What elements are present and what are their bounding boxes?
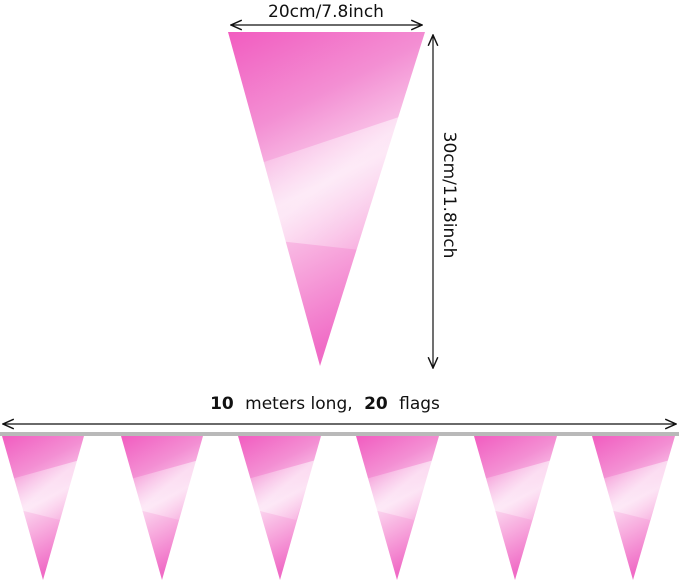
length-label: 10 meters long, 20 flags (210, 394, 440, 414)
meters-text: meters long, (245, 394, 353, 414)
width-label: 20cm/7.8inch (268, 2, 384, 22)
small-flag (474, 436, 557, 580)
small-flag (592, 436, 675, 580)
flags-text: flags (399, 394, 440, 414)
small-flag (356, 436, 439, 580)
small-flag (2, 436, 84, 580)
flags-count: 20 (364, 394, 388, 414)
meters-count: 10 (210, 394, 234, 414)
flag-row (2, 436, 675, 580)
small-flag (121, 436, 203, 580)
string (0, 432, 679, 436)
height-label: 30cm/11.8inch (439, 132, 459, 259)
small-flag (238, 436, 321, 580)
large-flag (228, 32, 425, 366)
